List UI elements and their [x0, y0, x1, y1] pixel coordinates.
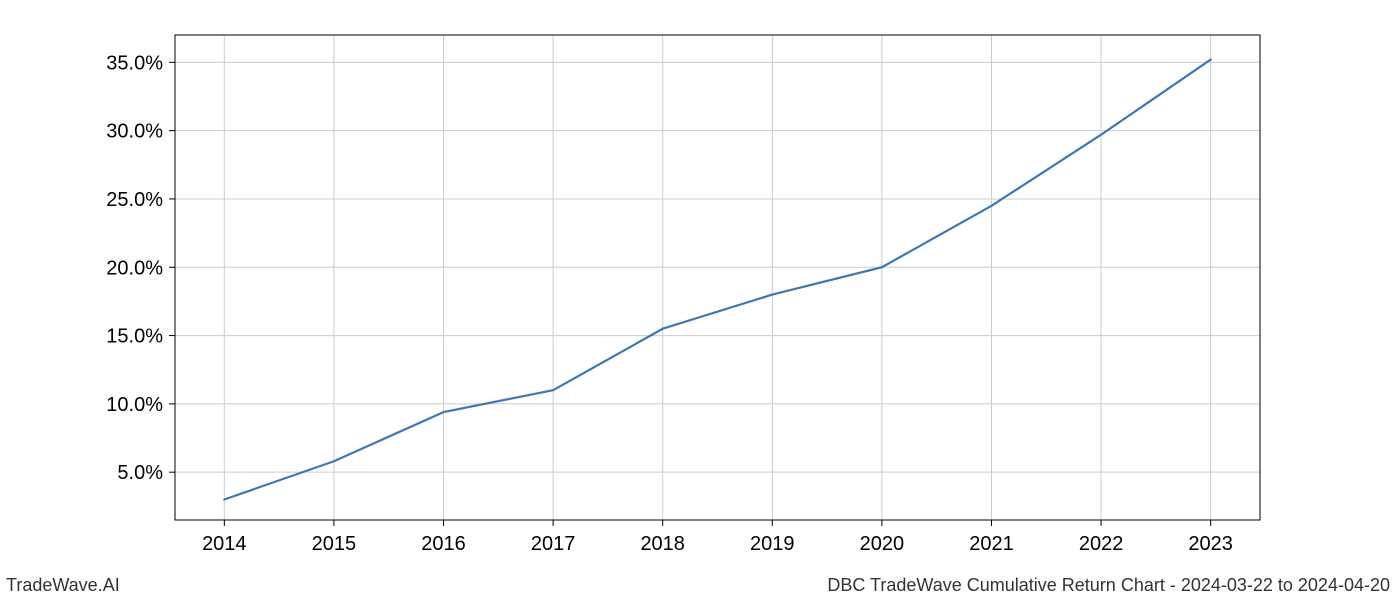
x-tick-label: 2023 — [1188, 533, 1233, 555]
y-tick-label: 35.0% — [106, 52, 163, 74]
y-tick-label: 5.0% — [117, 462, 163, 484]
y-tick-label: 15.0% — [106, 326, 163, 348]
x-tick-label: 2020 — [860, 533, 905, 555]
x-tick-label: 2016 — [421, 533, 466, 555]
x-tick-label: 2022 — [1079, 533, 1124, 555]
x-tick-label: 2017 — [531, 533, 576, 555]
chart-container: 2014 2015 2016 2017 2018 2019 2020 2021 2022 2023… — [0, 0, 1400, 600]
chart-svg: 2014 2015 2016 2017 2018 2019 2020 2021 2022 2023… — [0, 0, 1400, 600]
chart-background — [0, 0, 1400, 600]
y-tick-label: 25.0% — [106, 189, 163, 211]
footer-left-text: TradeWave.AI — [6, 575, 120, 596]
y-tick-label: 20.0% — [106, 257, 163, 279]
y-tick-label: 30.0% — [106, 121, 163, 143]
x-tick-label: 2018 — [640, 533, 685, 555]
footer-right-text: DBC TradeWave Cumulative Return Chart - … — [827, 575, 1390, 596]
x-tick-label: 2015 — [312, 533, 357, 555]
x-tick-label: 2021 — [969, 533, 1014, 555]
x-tick-label: 2019 — [750, 533, 795, 555]
y-tick-label: 10.0% — [106, 394, 163, 416]
x-tick-label: 2014 — [202, 533, 247, 555]
